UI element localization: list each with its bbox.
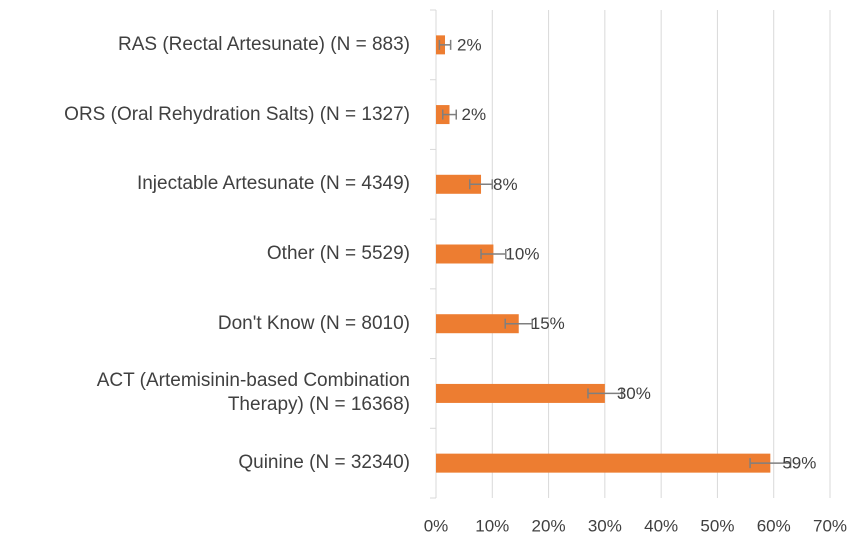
data-label: 8% (493, 175, 518, 194)
x-tick-label: 60% (757, 516, 791, 535)
x-tick-label: 30% (588, 516, 622, 535)
y-tick-label: ORS (Oral Rehydration Salts) (N = 1327) (64, 103, 410, 125)
bar (436, 383, 605, 403)
data-label: 59% (782, 454, 816, 473)
y-tick-label: Don't Know (N = 8010) (217, 312, 410, 334)
x-tick-label: 0% (424, 516, 449, 535)
x-tick-label: 20% (532, 516, 566, 535)
y-tick-label: RAS (Rectal Artesunate) (N = 883) (118, 33, 410, 55)
data-label: 10% (505, 244, 539, 263)
bar (436, 453, 771, 473)
data-label: 2% (457, 35, 482, 54)
x-tick-label: 70% (813, 516, 847, 535)
y-tick-label: Quinine (N = 32340) (238, 452, 410, 474)
x-tick-label: 40% (644, 516, 678, 535)
data-label: 30% (617, 384, 651, 403)
bar (436, 244, 494, 264)
data-label: 15% (531, 314, 565, 333)
y-tick-label: Other (N = 5529) (266, 243, 410, 264)
x-tick-label: 10% (475, 516, 509, 535)
x-tick-label: 50% (700, 516, 734, 535)
bar (436, 314, 519, 334)
data-label: 2% (462, 105, 487, 124)
y-tick-label: ACT (Artemisinin-based Combination Thera… (96, 370, 410, 416)
y-tick-label: Injectable Artesunate (N = 4349) (136, 173, 410, 195)
